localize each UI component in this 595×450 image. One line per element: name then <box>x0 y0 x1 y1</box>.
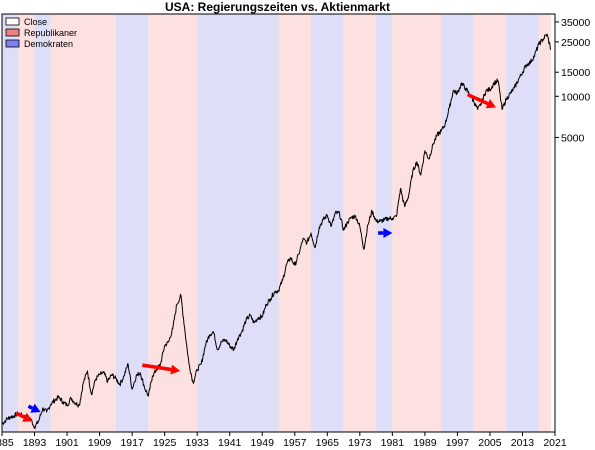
x-tick-label-1957: 1957 <box>283 437 307 449</box>
legend-swatch <box>5 28 20 37</box>
chart-title: USA: Regierungszeiten vs. Aktienmarkt <box>165 0 390 14</box>
period-demokraten-4 <box>115 14 149 432</box>
period-demokraten-12 <box>441 14 474 432</box>
x-tick-label-1925: 1925 <box>153 437 177 449</box>
y-tick-label-10000: 10000 <box>561 91 590 103</box>
legend-swatch <box>5 17 20 26</box>
legend-item-demokraten: Demokraten <box>5 39 73 49</box>
x-tick-label-1941: 1941 <box>218 437 242 449</box>
x-tick-label-1917: 1917 <box>120 437 144 449</box>
x-tick-label-2005: 2005 <box>478 437 502 449</box>
series-lines <box>1 33 552 429</box>
background-periods <box>2 14 551 432</box>
x-tick-label-2013: 2013 <box>511 437 535 449</box>
legend-label: Demokraten <box>24 39 73 49</box>
legend-item-republikaner: Republikaner <box>5 28 77 38</box>
annotation-arrow-1 <box>27 403 41 413</box>
period-republikaner-1 <box>18 14 35 432</box>
annotation-arrows <box>15 92 496 422</box>
period-republikaner-3 <box>50 14 116 432</box>
x-tick-label-1949: 1949 <box>251 437 275 449</box>
annotation-arrow-2 <box>142 363 181 375</box>
legend-label: Republikaner <box>24 28 77 38</box>
period-demokraten-14 <box>506 14 539 432</box>
legend-label: Close <box>24 17 47 27</box>
period-demokraten-10 <box>376 14 393 432</box>
plot-border <box>1 13 556 433</box>
x-tick-label-1933: 1933 <box>185 437 209 449</box>
x-tick-label-1893: 1893 <box>23 437 47 449</box>
x-tick-label-1901: 1901 <box>55 437 79 449</box>
x-tick-label-1965: 1965 <box>316 437 340 449</box>
y-tick-label-25000: 25000 <box>561 37 590 49</box>
x-tick-label-2021: 2021 <box>543 437 567 449</box>
period-demokraten-0 <box>2 14 19 432</box>
x-tick-label-1885: 1885 <box>0 437 14 449</box>
x-tick-label-1997: 1997 <box>446 437 470 449</box>
annotation-arrow-4 <box>466 92 496 109</box>
y-tick-label-15000: 15000 <box>561 67 590 79</box>
x-axis-ticks: 1885 1893 1901 1909 1917 1925 1933 1941 1949 1957… <box>0 432 567 449</box>
period-republikaner-13 <box>473 14 507 432</box>
period-republikaner-7 <box>278 14 312 432</box>
x-tick-label-1981: 1981 <box>381 437 405 449</box>
period-republikaner-15 <box>538 14 551 432</box>
y-axis-ticks: 35000 25000 15000 10000 5000 <box>555 17 590 144</box>
annotation-arrow-3 <box>378 228 393 238</box>
period-republikaner-11 <box>392 14 442 432</box>
series-line-close <box>1 33 552 429</box>
period-demokraten-8 <box>311 14 344 432</box>
x-tick-label-1973: 1973 <box>348 437 372 449</box>
x-tick-label-1989: 1989 <box>413 437 437 449</box>
y-tick-label-5000: 5000 <box>561 132 585 144</box>
y-tick-label-35000: 35000 <box>561 17 590 29</box>
period-demokraten-2 <box>34 14 51 432</box>
legend-item-close: Close <box>5 17 47 27</box>
x-tick-label-1909: 1909 <box>88 437 112 449</box>
legend-swatch <box>5 39 20 48</box>
period-demokraten-6 <box>197 14 279 432</box>
annotation-arrow-0 <box>15 411 33 422</box>
